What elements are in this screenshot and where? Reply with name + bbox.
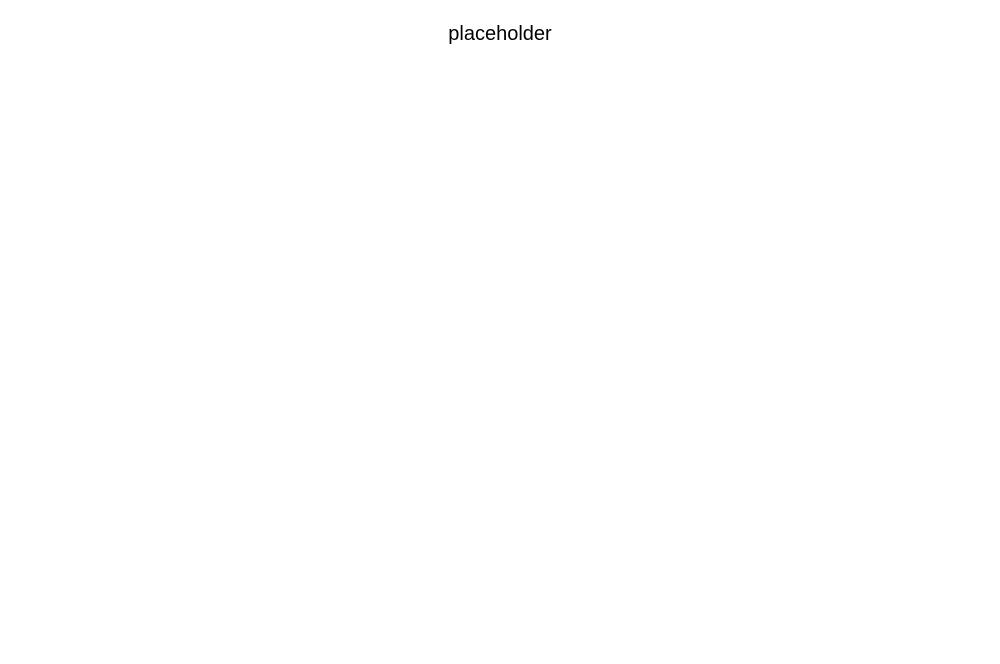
svg-text:placeholder: placeholder [448, 23, 552, 45]
